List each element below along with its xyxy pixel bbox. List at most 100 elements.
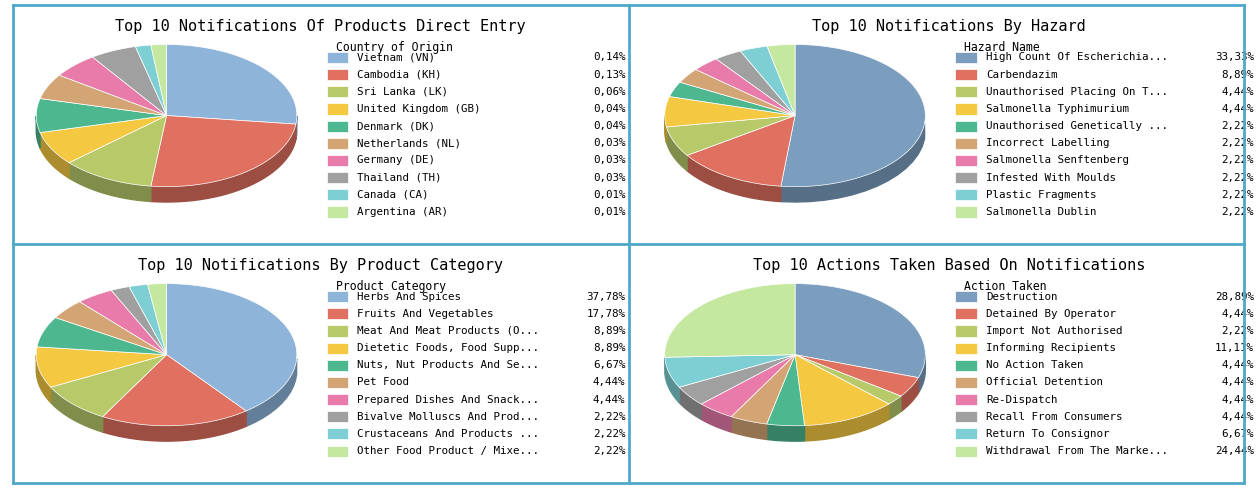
Text: 4,44%: 4,44%: [1222, 377, 1254, 387]
Text: 8,89%: 8,89%: [1222, 70, 1254, 80]
FancyBboxPatch shape: [955, 86, 977, 98]
Text: 4,44%: 4,44%: [1222, 360, 1254, 370]
Text: 4,44%: 4,44%: [593, 394, 626, 405]
Text: High Count Of Escherichia...: High Count Of Escherichia...: [985, 53, 1168, 62]
Text: United Kingdom (GB): United Kingdom (GB): [357, 104, 481, 114]
Polygon shape: [665, 97, 796, 127]
FancyBboxPatch shape: [955, 325, 977, 337]
FancyBboxPatch shape: [327, 103, 348, 115]
Polygon shape: [147, 284, 166, 355]
Polygon shape: [151, 124, 295, 202]
Polygon shape: [670, 82, 796, 116]
Text: Other Food Product / Mixe...: Other Food Product / Mixe...: [357, 446, 539, 456]
Polygon shape: [796, 355, 919, 396]
Text: 2,22%: 2,22%: [1222, 121, 1254, 131]
Text: 6,67%: 6,67%: [593, 360, 626, 370]
Text: Return To Consignor: Return To Consignor: [985, 429, 1110, 439]
Text: 24,44%: 24,44%: [1216, 446, 1254, 456]
FancyBboxPatch shape: [327, 121, 348, 132]
Text: Hazard Name: Hazard Name: [964, 41, 1040, 54]
Polygon shape: [781, 123, 925, 202]
Text: Canada (CA): Canada (CA): [357, 190, 429, 200]
Polygon shape: [796, 355, 901, 404]
FancyBboxPatch shape: [327, 308, 348, 319]
Polygon shape: [901, 378, 919, 411]
Polygon shape: [665, 284, 796, 357]
Text: Argentina (AR): Argentina (AR): [357, 207, 449, 217]
Text: 8,89%: 8,89%: [593, 343, 626, 353]
FancyBboxPatch shape: [955, 206, 977, 218]
Text: Top 10 Actions Taken Based On Notifications: Top 10 Actions Taken Based On Notificati…: [753, 258, 1145, 273]
Text: 2,22%: 2,22%: [593, 446, 626, 456]
FancyBboxPatch shape: [955, 428, 977, 440]
Polygon shape: [166, 284, 297, 411]
FancyBboxPatch shape: [327, 172, 348, 183]
Text: Nuts, Nut Products And Se...: Nuts, Nut Products And Se...: [357, 360, 539, 370]
Text: Informing Recipients: Informing Recipients: [985, 343, 1116, 353]
FancyBboxPatch shape: [955, 394, 977, 405]
Text: 11,11%: 11,11%: [1216, 343, 1254, 353]
Polygon shape: [889, 396, 901, 419]
FancyBboxPatch shape: [955, 189, 977, 201]
Polygon shape: [36, 318, 166, 355]
Polygon shape: [696, 59, 796, 116]
Text: Recall From Consumers: Recall From Consumers: [985, 412, 1123, 422]
Polygon shape: [679, 355, 796, 404]
FancyBboxPatch shape: [327, 69, 348, 80]
Polygon shape: [701, 355, 796, 417]
Text: Infested With Moulds: Infested With Moulds: [985, 173, 1116, 183]
Text: 2,22%: 2,22%: [1222, 138, 1254, 148]
Text: Bivalve Molluscs And Prod...: Bivalve Molluscs And Prod...: [357, 412, 539, 422]
Text: Top 10 Notifications By Hazard: Top 10 Notifications By Hazard: [812, 19, 1086, 34]
Text: Herbs And Spices: Herbs And Spices: [357, 292, 461, 302]
FancyBboxPatch shape: [955, 411, 977, 422]
Text: Dietetic Foods, Food Supp...: Dietetic Foods, Food Supp...: [357, 343, 539, 353]
Text: Official Detention: Official Detention: [985, 377, 1102, 387]
Text: No Action Taken: No Action Taken: [985, 360, 1084, 370]
Polygon shape: [40, 75, 166, 116]
Text: Fruits And Vegetables: Fruits And Vegetables: [357, 309, 494, 319]
Polygon shape: [679, 387, 701, 419]
Polygon shape: [103, 355, 246, 426]
FancyBboxPatch shape: [327, 52, 348, 63]
Text: Detained By Operator: Detained By Operator: [985, 309, 1116, 319]
Polygon shape: [93, 46, 166, 116]
Text: Product Category: Product Category: [336, 281, 446, 293]
FancyBboxPatch shape: [327, 189, 348, 201]
Text: 2,22%: 2,22%: [1222, 190, 1254, 200]
Polygon shape: [666, 116, 796, 155]
FancyBboxPatch shape: [955, 138, 977, 149]
Text: 4,44%: 4,44%: [1222, 104, 1254, 114]
Polygon shape: [732, 355, 796, 424]
Text: Vietnam (VN): Vietnam (VN): [357, 53, 435, 62]
Text: 17,78%: 17,78%: [587, 309, 626, 319]
Text: 0,14%: 0,14%: [593, 53, 626, 62]
FancyBboxPatch shape: [955, 446, 977, 457]
Text: 0,03%: 0,03%: [593, 155, 626, 165]
FancyBboxPatch shape: [955, 155, 977, 166]
Text: Denmark (DK): Denmark (DK): [357, 121, 435, 131]
Text: 0,13%: 0,13%: [593, 70, 626, 80]
Polygon shape: [151, 44, 167, 116]
Text: 2,22%: 2,22%: [593, 412, 626, 422]
FancyBboxPatch shape: [327, 446, 348, 457]
Text: Cambodia (KH): Cambodia (KH): [357, 70, 442, 80]
Text: 8,89%: 8,89%: [593, 326, 626, 336]
Polygon shape: [665, 355, 796, 387]
Text: 6,67%: 6,67%: [1222, 429, 1254, 439]
Text: Salmonella Typhimurium: Salmonella Typhimurium: [985, 104, 1129, 114]
Polygon shape: [50, 355, 166, 417]
Polygon shape: [36, 355, 50, 403]
Text: 0,04%: 0,04%: [593, 121, 626, 131]
Polygon shape: [688, 116, 796, 186]
Text: 2,22%: 2,22%: [1222, 326, 1254, 336]
FancyBboxPatch shape: [327, 343, 348, 354]
FancyBboxPatch shape: [327, 155, 348, 166]
Polygon shape: [796, 355, 889, 426]
FancyBboxPatch shape: [327, 360, 348, 371]
Text: 0,01%: 0,01%: [593, 190, 626, 200]
Polygon shape: [781, 44, 925, 186]
Text: 4,44%: 4,44%: [1222, 87, 1254, 97]
Text: Import Not Authorised: Import Not Authorised: [985, 326, 1123, 336]
Text: Re-Dispatch: Re-Dispatch: [985, 394, 1057, 405]
